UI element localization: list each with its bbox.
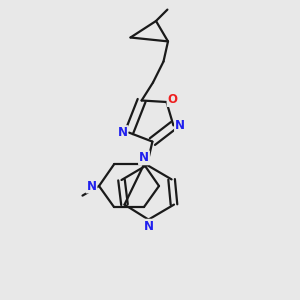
Text: N: N	[117, 126, 128, 139]
Text: N: N	[175, 119, 185, 132]
Text: N: N	[86, 179, 97, 193]
Text: N: N	[139, 151, 149, 164]
Text: N: N	[143, 220, 154, 233]
Text: O: O	[167, 93, 178, 106]
